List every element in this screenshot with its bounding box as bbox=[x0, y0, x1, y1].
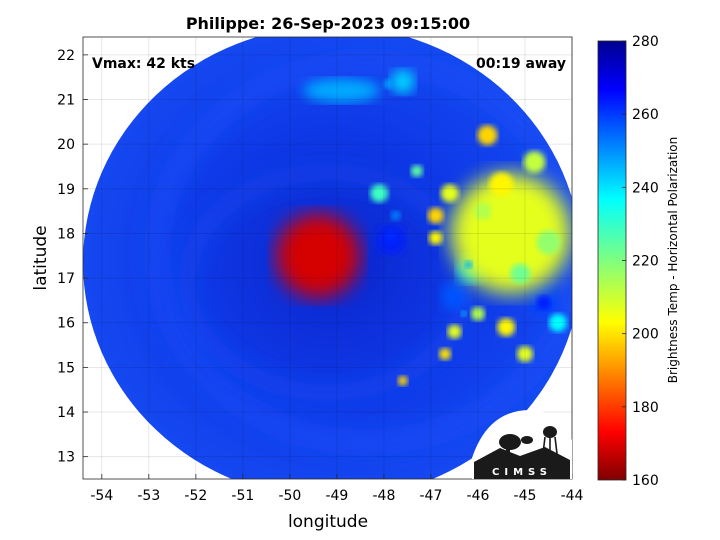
feature-core bbox=[276, 213, 361, 298]
colorbar-tick-label: 260 bbox=[632, 107, 659, 123]
convective-cell bbox=[516, 345, 533, 362]
convective-cell bbox=[370, 184, 389, 203]
convective-cell bbox=[548, 313, 567, 332]
y-tick-label: 14 bbox=[57, 405, 75, 421]
plot-area bbox=[83, 37, 572, 479]
colorbar-tick-label: 280 bbox=[632, 34, 659, 50]
x-tick-label: -47 bbox=[420, 488, 443, 504]
convective-cell bbox=[440, 184, 459, 203]
hot-core bbox=[452, 294, 461, 303]
y-tick-label: 21 bbox=[57, 93, 75, 109]
time-away-annotation: 00:19 away bbox=[476, 56, 566, 72]
cimss-logo: CIMSS bbox=[472, 410, 572, 479]
convective-cell bbox=[447, 324, 462, 339]
colorbar-tick-label: 220 bbox=[632, 254, 659, 270]
vmax-annotation: Vmax: 42 kts bbox=[92, 56, 195, 72]
y-axis-ticks: 13 14 15 16 17 18 19 20 21 22 bbox=[57, 48, 88, 466]
x-tick-label: -44 bbox=[561, 488, 584, 504]
convective-cell bbox=[536, 230, 561, 255]
x-axis-ticks: -54 -53 -52 -51 -50 -49 -48 -47 -46 -45 -44 bbox=[90, 474, 584, 504]
x-tick-label: -45 bbox=[514, 488, 537, 504]
satellite-dish-icon bbox=[499, 434, 521, 450]
x-tick-label: -50 bbox=[278, 488, 301, 504]
x-tick-label: -49 bbox=[325, 488, 348, 504]
colorbar-tick-label: 180 bbox=[632, 400, 659, 416]
feature-band-north-2 bbox=[390, 69, 415, 94]
x-tick-label: -51 bbox=[231, 488, 254, 504]
convective-cell bbox=[510, 263, 531, 284]
colorbar bbox=[597, 40, 627, 481]
microwave-swath bbox=[83, 37, 572, 479]
spiral-band-outer bbox=[144, 49, 572, 456]
y-tick-label: 17 bbox=[57, 271, 75, 287]
hot-core bbox=[460, 310, 467, 317]
hot-core bbox=[383, 78, 394, 89]
colorbar-tick-label: 240 bbox=[632, 180, 659, 196]
x-tick-label: -48 bbox=[372, 488, 395, 504]
plot-frame bbox=[82, 36, 573, 480]
water-tower-icon bbox=[543, 426, 557, 438]
convective-cell bbox=[397, 375, 408, 386]
convective-cell bbox=[477, 125, 498, 146]
convective-cell bbox=[439, 347, 452, 360]
convective-cell bbox=[427, 207, 444, 224]
y-tick-label: 22 bbox=[57, 48, 75, 64]
hot-core bbox=[536, 295, 551, 310]
feature-band-north bbox=[303, 78, 381, 103]
convective-cell bbox=[470, 306, 485, 321]
hot-core bbox=[384, 229, 397, 242]
y-tick-label: 16 bbox=[57, 316, 75, 332]
convective-cell bbox=[523, 151, 546, 174]
x-tick-label: -53 bbox=[137, 488, 160, 504]
hot-core bbox=[464, 260, 473, 269]
y-tick-label: 20 bbox=[57, 137, 75, 153]
y-axis-label: latitude bbox=[31, 225, 51, 290]
chart-title: Philippe: 26-Sep-2023 09:15:00 bbox=[186, 14, 470, 33]
convective-cell bbox=[473, 202, 492, 221]
colorbar-label: Brightness Temp - Horizontal Polarizatio… bbox=[666, 137, 680, 384]
convective-cell bbox=[489, 172, 514, 197]
y-tick-label: 15 bbox=[57, 360, 75, 376]
convective-cell bbox=[428, 230, 443, 245]
y-tick-label: 13 bbox=[57, 450, 75, 466]
hot-core bbox=[390, 210, 401, 221]
x-tick-label: -46 bbox=[467, 488, 490, 504]
y-tick-label: 18 bbox=[57, 226, 75, 242]
colorbar-tick-label: 160 bbox=[632, 473, 659, 489]
colorbar-ticks: 160 180 200 220 240 260 280 bbox=[622, 34, 659, 489]
x-tick-label: -52 bbox=[184, 488, 207, 504]
convective-cell bbox=[497, 318, 516, 337]
x-tick-label: -54 bbox=[90, 488, 113, 504]
x-axis-label: longitude bbox=[288, 512, 368, 532]
y-tick-label: 19 bbox=[57, 182, 75, 198]
cimss-logo-text: CIMSS bbox=[492, 467, 552, 478]
grid bbox=[83, 37, 573, 479]
colorbar-tick-label: 200 bbox=[632, 327, 659, 343]
convective-cell bbox=[410, 164, 423, 177]
